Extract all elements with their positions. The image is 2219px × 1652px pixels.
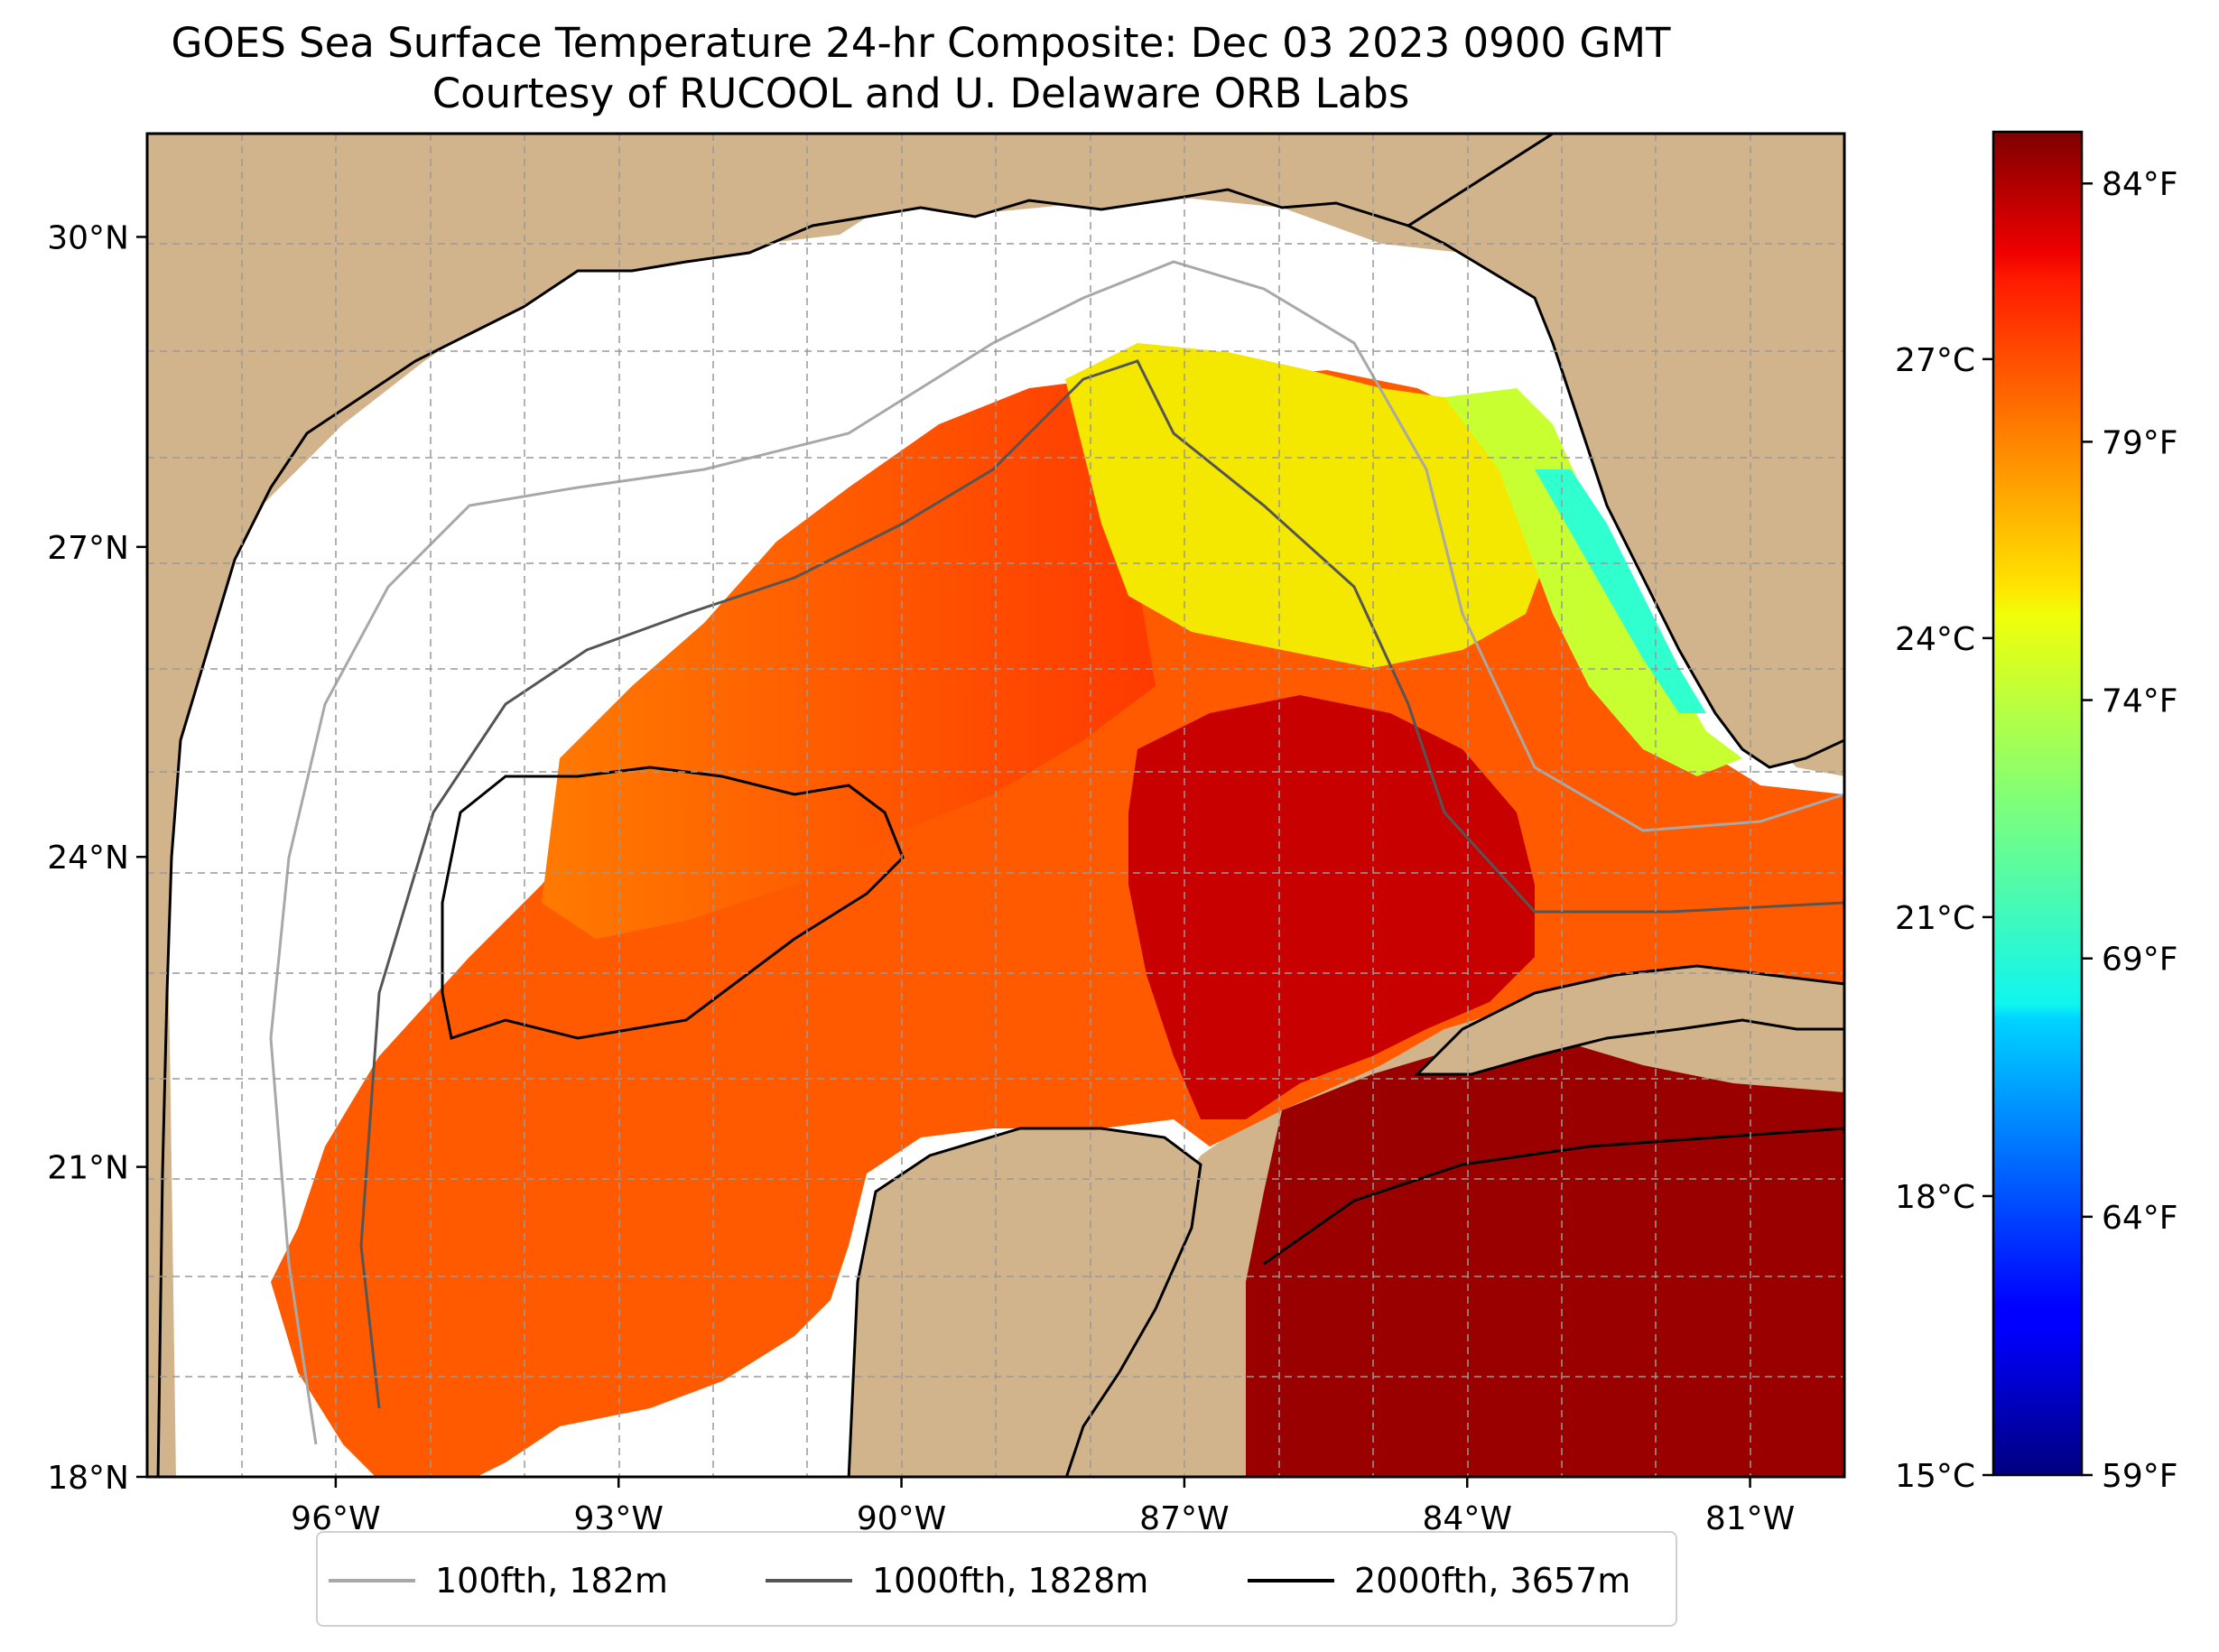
colorbar-f-tick-label: 84°F xyxy=(2102,166,2178,203)
us-gulf-coast-land xyxy=(147,134,1555,1477)
legend-item-100fth: 100fth, 182m xyxy=(329,1556,668,1605)
sst-loop-current-core xyxy=(1128,695,1535,1119)
legend-line-100fth xyxy=(329,1579,415,1582)
colorbar-f-tick-label: 79°F xyxy=(2102,424,2178,461)
legend-line-1000fth xyxy=(766,1579,852,1582)
sst-caribbean xyxy=(1246,1038,1844,1477)
lon-tick-label: 81°W xyxy=(1705,1500,1795,1537)
contour-100fth xyxy=(269,260,1844,1445)
latitude-axis: 30°N 27°N 24°N 21°N 18°N xyxy=(47,219,147,1497)
sst-north-shelf xyxy=(542,379,1156,939)
contour-2000fth-caribbean xyxy=(1263,1127,1844,1266)
lat-tick-label: 24°N xyxy=(47,840,129,877)
lat-tick-label: 21°N xyxy=(47,1150,129,1187)
contour-2000fth xyxy=(441,766,905,1040)
colorbar-celsius-ticks: 27°C 24°C 21°C 18°C 15°C xyxy=(1895,342,1993,1495)
colorbar-fahrenheit-ticks: 84°F 79°F 74°F 69°F 64°F 59°F xyxy=(2082,166,2178,1495)
colorbar-f-tick-label: 64°F xyxy=(2102,1200,2178,1237)
legend-item-1000fth: 1000fth, 1828m xyxy=(766,1556,1148,1605)
longitude-axis: 96°W 93°W 90°W 87°W 84°W 81°W xyxy=(291,1477,1795,1537)
map-frame xyxy=(145,132,1846,1479)
colorbar xyxy=(1992,130,2084,1477)
lat-tick-label: 30°N xyxy=(47,219,129,256)
graticule xyxy=(147,134,1844,1477)
florida-land xyxy=(1405,134,1844,769)
legend-line-2000fth xyxy=(1248,1579,1334,1582)
lat-tick-label: 18°N xyxy=(47,1460,129,1497)
map-area xyxy=(147,134,1844,1477)
legend-label-100fth: 100fth, 182m xyxy=(435,1561,668,1601)
legend-label-2000fth: 2000fth, 3657m xyxy=(1354,1561,1631,1601)
contour-legend: 100fth, 182m 1000fth, 1828m 2000fth, 365… xyxy=(316,1531,1677,1627)
legend-label-1000fth: 1000fth, 1828m xyxy=(872,1561,1149,1601)
colorbar-c-tick-label: 27°C xyxy=(1895,342,1975,379)
sst-yellow-region xyxy=(1065,343,1553,668)
colorbar-f-tick-label: 59°F xyxy=(2102,1458,2178,1495)
colorbar-f-tick-label: 69°F xyxy=(2102,942,2178,979)
contour-1000fth xyxy=(359,359,1844,1409)
sst-cool-nearshore xyxy=(1535,469,1706,713)
yucatan-land xyxy=(847,1127,1202,1477)
lat-tick-label: 27°N xyxy=(47,530,129,567)
colorbar-c-tick-label: 24°C xyxy=(1895,621,1975,658)
colorbar-c-tick-label: 15°C xyxy=(1895,1458,1975,1495)
colorbar-f-tick-label: 74°F xyxy=(2102,683,2178,720)
legend-item-2000fth: 2000fth, 3657m xyxy=(1248,1556,1630,1605)
colorbar-c-tick-label: 21°C xyxy=(1895,900,1975,937)
map-title: GOES Sea Surface Temperature 24-hr Compo… xyxy=(171,19,1671,67)
map-subtitle: Courtesy of RUCOOL and U. Delaware ORB L… xyxy=(432,70,1410,117)
colorbar-c-tick-label: 18°C xyxy=(1895,1179,1975,1216)
